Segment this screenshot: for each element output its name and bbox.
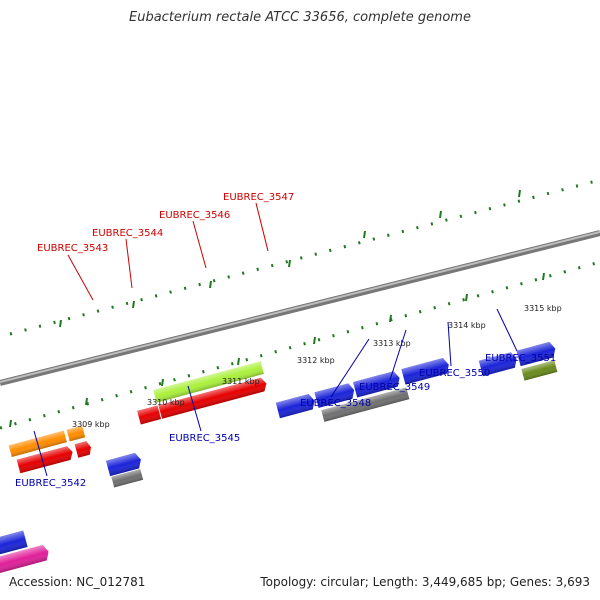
label-leaders	[33, 202, 518, 477]
gene-label-3544[interactable]: EUBREC_3544	[92, 228, 163, 239]
scale-label-3314: 3314 kbp	[448, 321, 486, 330]
gene-next-band[interactable]	[521, 360, 558, 381]
gene-3549-band[interactable]	[321, 387, 410, 422]
gene-features	[0, 341, 558, 578]
genome-stats-text: Topology: circular; Length: 3,449,685 bp…	[260, 575, 590, 589]
inner-tick-ring	[0, 260, 600, 430]
gene-3551-arrow[interactable]	[401, 357, 451, 385]
gene-next-arrow[interactable]	[478, 341, 558, 377]
gene-3546-arrow[interactable]	[137, 405, 162, 425]
gene-3548-arrow[interactable]	[275, 393, 317, 419]
gene-3549-arrow[interactable]	[314, 382, 356, 408]
gene-3544-arrow[interactable]	[66, 425, 86, 442]
gene-3547-arrow[interactable]	[153, 361, 264, 403]
scale-label-3310: 3310 kbp	[147, 398, 185, 407]
gene-label-3545[interactable]: EUBREC_3545	[169, 433, 240, 444]
scale-label-3309: 3309 kbp	[72, 420, 110, 429]
gene-3543-band[interactable]	[16, 445, 75, 474]
gene-label-3542[interactable]: EUBREC_3542	[15, 478, 86, 489]
scale-labels: 3309 kbp 3310 kbp 3311 kbp 3312 kbp 3313…	[72, 304, 562, 429]
scale-label-3315: 3315 kbp	[524, 304, 562, 313]
gene-3545-band[interactable]	[111, 469, 144, 488]
gene-3545-arrow[interactable]	[105, 452, 143, 477]
scale-label-3312: 3312 kbp	[297, 356, 335, 365]
gene-3542-band[interactable]	[0, 544, 51, 578]
gene-3542-arrow[interactable]	[0, 530, 28, 562]
outer-tick-ring	[9, 178, 600, 336]
scale-label-3313: 3313 kbp	[373, 339, 411, 348]
accession-text: Accession: NC_012781	[9, 575, 146, 589]
gene-label-3551[interactable]: EUBREC_3551	[485, 353, 556, 364]
gene-label-3547[interactable]: EUBREC_3547	[223, 192, 294, 203]
gene-label-group: EUBREC_3543 EUBREC_3544 EUBREC_3546 EUBR…	[15, 192, 556, 489]
gene-label-3543[interactable]: EUBREC_3543	[37, 243, 108, 254]
gene-3544-band[interactable]	[74, 440, 93, 458]
gene-3550-arrow[interactable]	[353, 370, 402, 398]
gene-3547-band[interactable]	[158, 377, 268, 419]
scale-label-3311: 3311 kbp	[222, 377, 260, 386]
gene-label-3549[interactable]: EUBREC_3549	[359, 382, 430, 393]
gene-label-3548[interactable]: EUBREC_3548	[300, 398, 371, 409]
genome-backbone	[0, 230, 600, 386]
map-title: Eubacterium rectale ATCC 33656, complete…	[129, 10, 471, 25]
gene-label-3550[interactable]: EUBREC_3550	[419, 368, 490, 379]
gene-label-3546[interactable]: EUBREC_3546	[159, 210, 230, 221]
